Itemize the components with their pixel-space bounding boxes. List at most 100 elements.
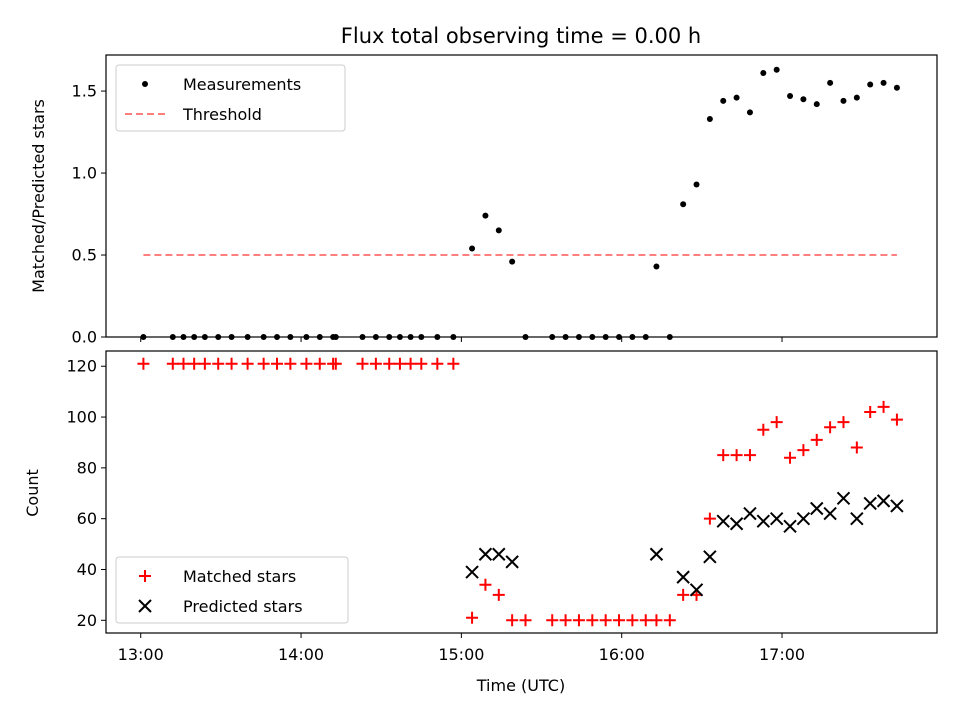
matched-star-point [415, 357, 428, 370]
matched-star-point [166, 357, 179, 370]
measurement-point [840, 97, 847, 104]
measurement-point [880, 79, 887, 86]
predicted-star-point [729, 517, 744, 531]
measurement-point [509, 258, 516, 265]
count-panel: Count Time (UTC) 20 40 60 80 100 120 13:00 14:0… [23, 350, 938, 695]
matched-star-point [677, 588, 690, 601]
matched-star-point [225, 357, 238, 370]
legend-matched-swatch [139, 570, 151, 582]
matched-star-point [447, 357, 460, 370]
flux-y-tick-label: 0.0 [72, 328, 97, 347]
matched-star-point [613, 614, 626, 627]
x-axis-label: Time (UTC) [476, 676, 565, 695]
flux-y-tick-label: 0.5 [72, 246, 97, 265]
measurement-point [773, 66, 780, 73]
matched-star-point [356, 357, 369, 370]
matched-star-point [466, 611, 479, 624]
measurement-point [867, 81, 874, 88]
predicted-star-point [465, 565, 479, 579]
predicted-star-point [850, 511, 864, 526]
count-x-tick-label: 15:00 [438, 645, 484, 664]
measurement-point [800, 96, 807, 103]
matched-star-point [300, 357, 313, 370]
count-y-tick-label: 120 [66, 357, 97, 376]
predicted-star-point [703, 550, 717, 564]
flux-legend: Measurements Threshold [115, 64, 346, 132]
predicted-star-point [716, 514, 730, 528]
matched-star-point [369, 357, 382, 370]
legend-label: Matched stars [183, 567, 296, 586]
matched-star-point [743, 449, 756, 462]
count-y-tick-label: 20 [77, 611, 97, 630]
matched-star-point [824, 421, 837, 434]
matched-star-point [271, 357, 284, 370]
matched-star-point [864, 405, 877, 418]
count-series-predicted-stars [465, 491, 904, 597]
matched-star-point [877, 400, 890, 413]
matched-star-point [212, 357, 225, 370]
matched-star-point [850, 441, 863, 454]
matched-star-point [639, 614, 652, 627]
matched-star-point [313, 357, 326, 370]
matched-star-point [810, 433, 823, 446]
measurement-point [827, 79, 834, 86]
predicted-star-point [743, 506, 757, 521]
measurement-point [720, 97, 727, 104]
measurement-point [680, 201, 687, 208]
matched-star-point [559, 614, 572, 627]
matched-star-point [890, 413, 903, 426]
count-x-tick-label: 13:00 [118, 645, 164, 664]
matched-star-point [586, 614, 599, 627]
measurement-point [813, 101, 820, 108]
flux-panel: Matched/Predicted stars 0.0 0.5 1.0 1.5 Meas… [29, 54, 938, 347]
predicted-star-point [863, 496, 877, 511]
measurement-point [495, 227, 502, 234]
predicted-star-point [689, 583, 704, 597]
matched-star-point [730, 449, 743, 462]
flux-y-tick-label: 1.5 [72, 82, 97, 101]
matched-star-point [650, 614, 663, 627]
flux-axes-frame [105, 54, 938, 338]
legend-box [115, 64, 346, 132]
matched-star-point [383, 357, 396, 370]
matched-star-point [519, 614, 532, 627]
legend-label: Predicted stars [183, 597, 303, 616]
matched-star-point [717, 449, 730, 462]
chart-title: Flux total observing time = 0.00 h [341, 24, 701, 48]
matched-star-point [137, 357, 150, 370]
matched-star-point [177, 357, 190, 370]
predicted-star-point [505, 555, 519, 569]
matched-star-point [663, 614, 676, 627]
count-y-tick-label: 80 [77, 458, 97, 477]
measurement-point [706, 115, 713, 122]
predicted-star-point [876, 494, 891, 508]
predicted-star-point [769, 511, 784, 526]
measurement-point [760, 70, 767, 77]
matched-star-point [479, 578, 492, 591]
matched-star-point [393, 357, 406, 370]
count-y-tick-label: 40 [77, 560, 97, 579]
measurement-point [893, 84, 900, 91]
measurement-point [733, 94, 740, 101]
count-y-tick-label: 60 [77, 509, 97, 528]
matched-star-point [431, 357, 444, 370]
predicted-star-point [783, 519, 797, 534]
matched-star-point [797, 444, 810, 457]
matched-star-point [546, 614, 559, 627]
predicted-star-point [810, 501, 824, 516]
matched-star-point [770, 416, 783, 429]
count-y-tick-label: 100 [66, 408, 97, 427]
matched-star-point [492, 588, 505, 601]
count-y-axis-label: Count [23, 469, 42, 517]
matched-star-point [198, 357, 211, 370]
predicted-star-point [756, 514, 771, 528]
flux-y-tick-label: 1.0 [72, 164, 97, 183]
matched-star-point [757, 423, 770, 436]
count-x-tick-label: 17:00 [759, 645, 805, 664]
measurement-point [693, 181, 700, 188]
predicted-star-point [890, 499, 904, 513]
predicted-star-point [823, 506, 837, 521]
matched-star-point [703, 512, 716, 525]
predicted-star-point [649, 547, 664, 561]
